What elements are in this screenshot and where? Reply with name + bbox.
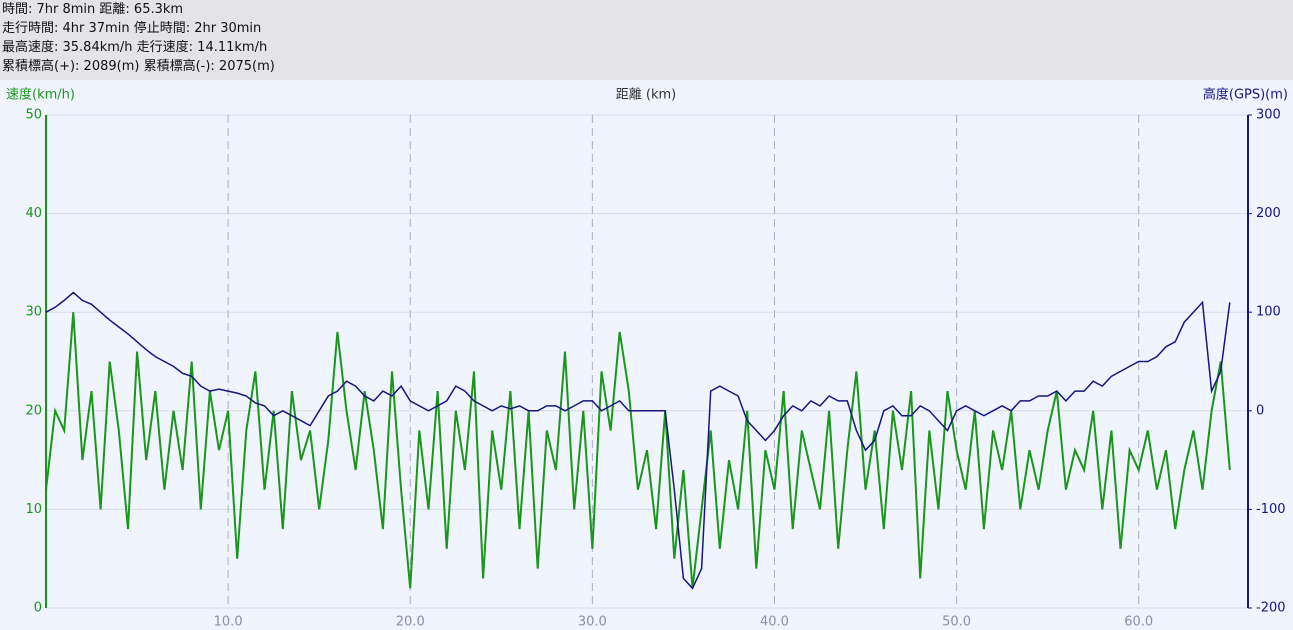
x-tick-label: 20.0 xyxy=(396,615,425,630)
y-axis-label: 速度(km/h) xyxy=(6,87,75,103)
summary-line: 時間: 7hr 8min 距離: 65.3km xyxy=(2,2,184,17)
x-tick-label: 60.0 xyxy=(1124,615,1153,630)
x-tick-label: 10.0 xyxy=(214,615,243,630)
y2-tick-label: -200 xyxy=(1256,601,1286,616)
series-line xyxy=(45,312,1231,589)
y2-tick-label: 0 xyxy=(1256,403,1264,418)
x-tick-label: 50.0 xyxy=(942,615,971,630)
y2-axis-label: 高度(GPS)(m) xyxy=(1203,87,1288,103)
summary-line: 累積標高(+): 2089(m) 累積標高(-): 2075(m) xyxy=(2,59,275,74)
y-tick-label: 50 xyxy=(25,108,42,123)
x-axis-label: 距離 (km) xyxy=(616,88,676,103)
x-tick-label: 40.0 xyxy=(760,615,789,630)
summary-line: 走行時間: 4hr 37min 停止時間: 2hr 30min xyxy=(2,21,262,36)
series-line xyxy=(45,291,1231,590)
y2-tick-label: 300 xyxy=(1256,108,1281,123)
y2-tick-label: 100 xyxy=(1256,305,1281,320)
y-tick-label: 0 xyxy=(34,601,42,616)
y-tick-label: 30 xyxy=(25,305,42,320)
y2-tick-label: -100 xyxy=(1256,502,1286,517)
summary-line: 最高速度: 35.84km/h 走行速度: 14.11km/h xyxy=(2,40,268,55)
y-tick-label: 10 xyxy=(25,502,42,517)
y2-tick-label: 200 xyxy=(1256,206,1281,221)
chart: 速度(km/h) 距離 (km) 高度(GPS)(m) 0 10 20 30 40 50 -… xyxy=(6,87,1288,630)
summary: 時間: 7hr 8min 距離: 65.3km 走行時間: 4hr 37min … xyxy=(0,0,1293,80)
x-tick-label: 30.0 xyxy=(578,615,607,630)
y-tick-label: 40 xyxy=(25,206,42,221)
y-tick-label: 20 xyxy=(25,403,42,418)
